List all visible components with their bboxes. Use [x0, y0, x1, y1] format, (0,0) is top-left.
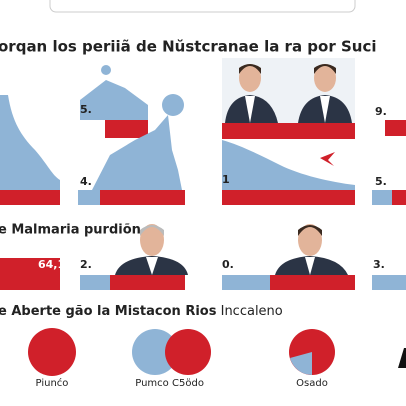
value-label: 64,1: [38, 258, 65, 271]
hair: [239, 64, 261, 74]
face: [298, 224, 322, 256]
shape: [398, 348, 406, 368]
section-subtitle: Inccaleno: [221, 304, 283, 319]
bar: [100, 190, 185, 205]
pie-label: Pumco: [135, 378, 169, 389]
bar: [372, 190, 392, 205]
panel-label: 0.: [222, 258, 234, 271]
panel-label: 1: [222, 173, 230, 186]
section-title-bold: e Aberte gão la Mistacon Rios: [0, 304, 217, 319]
shirt: [245, 96, 255, 123]
pie-label: Osado: [296, 378, 328, 389]
bar: [80, 275, 110, 290]
shirt: [305, 257, 315, 275]
bar: [0, 190, 60, 205]
bar: [385, 120, 406, 136]
dot: [162, 94, 184, 116]
shape: [92, 115, 182, 190]
bar: [110, 275, 185, 290]
panel-label: 5.: [375, 175, 387, 188]
panel-label: 4.: [80, 175, 92, 188]
shape: [222, 140, 355, 190]
flag: [320, 152, 335, 166]
shirt: [146, 257, 158, 275]
bar: [372, 275, 406, 290]
bar: [105, 120, 148, 138]
bar: [0, 258, 60, 290]
hair: [140, 225, 164, 236]
shirt: [320, 96, 330, 123]
pie-slice: [290, 352, 312, 375]
bar: [222, 190, 355, 205]
panel-label: 3.: [373, 258, 385, 271]
title: orqan los periiã de Nŭstcranae la ra por…: [0, 38, 376, 56]
face: [140, 224, 164, 256]
face: [239, 64, 261, 92]
hair: [298, 225, 322, 236]
shape: [80, 80, 148, 120]
pie: [28, 328, 76, 376]
section-title: e Aberte gão la Mistacon Rios Inccaleno: [0, 304, 283, 319]
bar: [222, 123, 355, 139]
panel-label: 9.: [375, 105, 387, 118]
section-title: e Malmaria purdiõn: [0, 223, 141, 238]
face: [314, 64, 336, 92]
bar: [222, 275, 270, 290]
shape: [0, 95, 60, 190]
panel-label: 2.: [80, 258, 92, 271]
panel-label: 5.: [80, 103, 92, 116]
pie-label: C5ödo: [172, 378, 204, 389]
hair: [314, 64, 336, 74]
dot: [101, 65, 111, 75]
pie: [132, 329, 178, 375]
pie-label: Piunćo: [36, 377, 69, 389]
bar: [78, 190, 100, 205]
bar: [270, 275, 355, 290]
top-box: [49, 0, 356, 13]
bar: [392, 190, 406, 205]
pie: [165, 329, 211, 375]
